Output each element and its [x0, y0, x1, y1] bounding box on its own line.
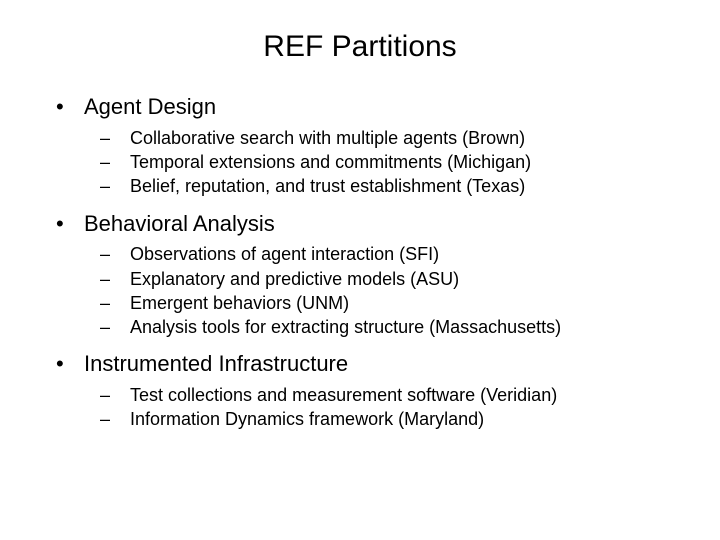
sub-item-text: Emergent behaviors (UNM) — [130, 291, 349, 315]
sub-item-text: Information Dynamics framework (Maryland… — [130, 407, 484, 431]
bullet-icon: • — [50, 351, 84, 377]
dash-icon: – — [50, 407, 130, 431]
sub-item-text: Explanatory and predictive models (ASU) — [130, 267, 459, 291]
sub-list: – Collaborative search with multiple age… — [50, 126, 670, 199]
list-item: – Explanatory and predictive models (ASU… — [50, 267, 670, 291]
list-item: – Information Dynamics framework (Maryla… — [50, 407, 670, 431]
list-item: – Collaborative search with multiple age… — [50, 126, 670, 150]
list-item: • Agent Design — [50, 92, 670, 122]
bullet-list: • Agent Design – Collaborative search wi… — [50, 92, 670, 432]
dash-icon: – — [50, 267, 130, 291]
dash-icon: – — [50, 383, 130, 407]
sub-list: – Test collections and measurement softw… — [50, 383, 670, 432]
section-behavioral-analysis: • Behavioral Analysis – Observations of … — [50, 209, 670, 340]
dash-icon: – — [50, 150, 130, 174]
sub-item-text: Belief, reputation, and trust establishm… — [130, 174, 525, 198]
sub-item-text: Collaborative search with multiple agent… — [130, 126, 525, 150]
dash-icon: – — [50, 126, 130, 150]
section-agent-design: • Agent Design – Collaborative search wi… — [50, 92, 670, 199]
list-item: • Instrumented Infrastructure — [50, 349, 670, 379]
list-item: – Test collections and measurement softw… — [50, 383, 670, 407]
section-heading: Instrumented Infrastructure — [84, 349, 348, 379]
sub-item-text: Test collections and measurement softwar… — [130, 383, 557, 407]
sub-list: – Observations of agent interaction (SFI… — [50, 242, 670, 339]
sub-item-text: Analysis tools for extracting structure … — [130, 315, 561, 339]
dash-icon: – — [50, 291, 130, 315]
dash-icon: – — [50, 315, 130, 339]
bullet-icon: • — [50, 94, 84, 120]
dash-icon: – — [50, 242, 130, 266]
section-instrumented-infrastructure: • Instrumented Infrastructure – Test col… — [50, 349, 670, 431]
list-item: • Behavioral Analysis — [50, 209, 670, 239]
slide-title: REF Partitions — [50, 30, 670, 64]
list-item: – Emergent behaviors (UNM) — [50, 291, 670, 315]
bullet-icon: • — [50, 211, 84, 237]
list-item: – Temporal extensions and commitments (M… — [50, 150, 670, 174]
sub-item-text: Observations of agent interaction (SFI) — [130, 242, 439, 266]
slide: REF Partitions • Agent Design – Collabor… — [0, 0, 720, 540]
dash-icon: – — [50, 174, 130, 198]
sub-item-text: Temporal extensions and commitments (Mic… — [130, 150, 531, 174]
section-heading: Agent Design — [84, 92, 216, 122]
list-item: – Belief, reputation, and trust establis… — [50, 174, 670, 198]
list-item: – Analysis tools for extracting structur… — [50, 315, 670, 339]
list-item: – Observations of agent interaction (SFI… — [50, 242, 670, 266]
section-heading: Behavioral Analysis — [84, 209, 275, 239]
